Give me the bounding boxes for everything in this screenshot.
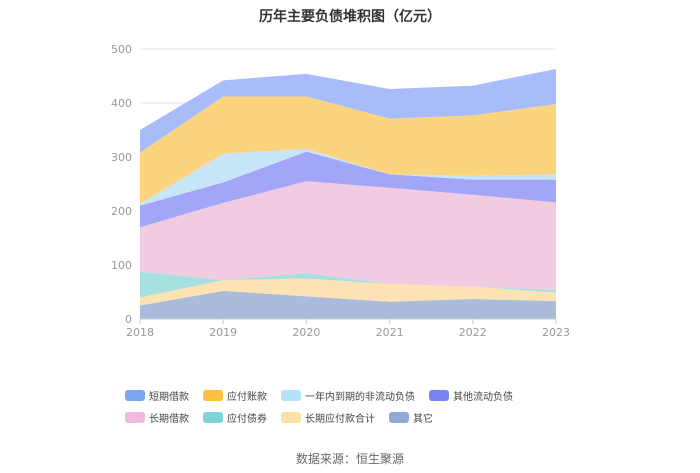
area-layer	[140, 68, 556, 319]
legend-label: 短期借款	[149, 391, 189, 403]
legend-swatch	[429, 389, 449, 401]
area-series-3	[140, 181, 556, 290]
legend-label: 其他流动负债	[453, 391, 513, 403]
legend-swatch	[281, 411, 301, 423]
legend-item[interactable]: 短期借款	[125, 388, 189, 403]
y-tick-label: 400	[111, 97, 132, 110]
chart-title: 历年主要负债堆积图（亿元）	[259, 9, 441, 25]
y-tick-label: 300	[111, 151, 132, 164]
data-source: 数据来源：恒生聚源	[295, 452, 404, 466]
legend-item[interactable]: 应付账款	[203, 388, 267, 403]
x-tick-label: 2023	[542, 326, 570, 339]
axis-layer: 0 100 200 300 400 500 2018 2019 2020 2021 2022 2023	[111, 43, 570, 339]
y-tick-label: 0	[125, 313, 132, 326]
legend-label: 一年内到期的非流动负债	[305, 391, 415, 403]
legend-item[interactable]: 应付债券	[203, 410, 267, 425]
area-series-6	[140, 96, 556, 204]
legend-swatch	[203, 411, 223, 423]
legend-label: 应付债券	[227, 413, 267, 425]
legend-item[interactable]: 长期应付款合计	[281, 410, 375, 425]
legend-item[interactable]: 一年内到期的非流动负债	[281, 388, 415, 403]
legend-label: 应付账款	[227, 391, 267, 403]
area-series-5	[140, 148, 556, 206]
legend-swatch	[125, 411, 145, 423]
area-series-4	[140, 151, 556, 228]
legend-item[interactable]: 长期借款	[125, 410, 189, 425]
legend-label: 长期借款	[149, 413, 189, 425]
legend: 短期借款 应付账款 一年内到期的非流动负债 其他流动负债长期借款 应付债券 长期应付款合计…	[125, 388, 585, 425]
legend-item[interactable]: 其他流动负债	[429, 388, 513, 403]
legend-swatch	[389, 411, 409, 423]
x-tick-label: 2022	[459, 326, 487, 339]
y-tick-label: 500	[111, 43, 132, 56]
x-tick-label: 2018	[126, 326, 154, 339]
legend-swatch	[125, 389, 145, 401]
y-tick-label: 100	[111, 259, 132, 272]
x-tick-label: 2019	[209, 326, 237, 339]
legend-item[interactable]: 其它	[389, 410, 433, 425]
area-series-7	[140, 68, 556, 153]
x-tick-label: 2020	[292, 326, 320, 339]
legend-swatch	[203, 389, 223, 401]
legend-swatch	[281, 389, 301, 401]
legend-label: 其它	[413, 413, 433, 425]
legend-label: 长期应付款合计	[305, 413, 375, 425]
x-tick-label: 2021	[376, 326, 404, 339]
area-series-1	[140, 278, 556, 306]
y-tick-label: 200	[111, 205, 132, 218]
area-series-0	[140, 290, 556, 319]
